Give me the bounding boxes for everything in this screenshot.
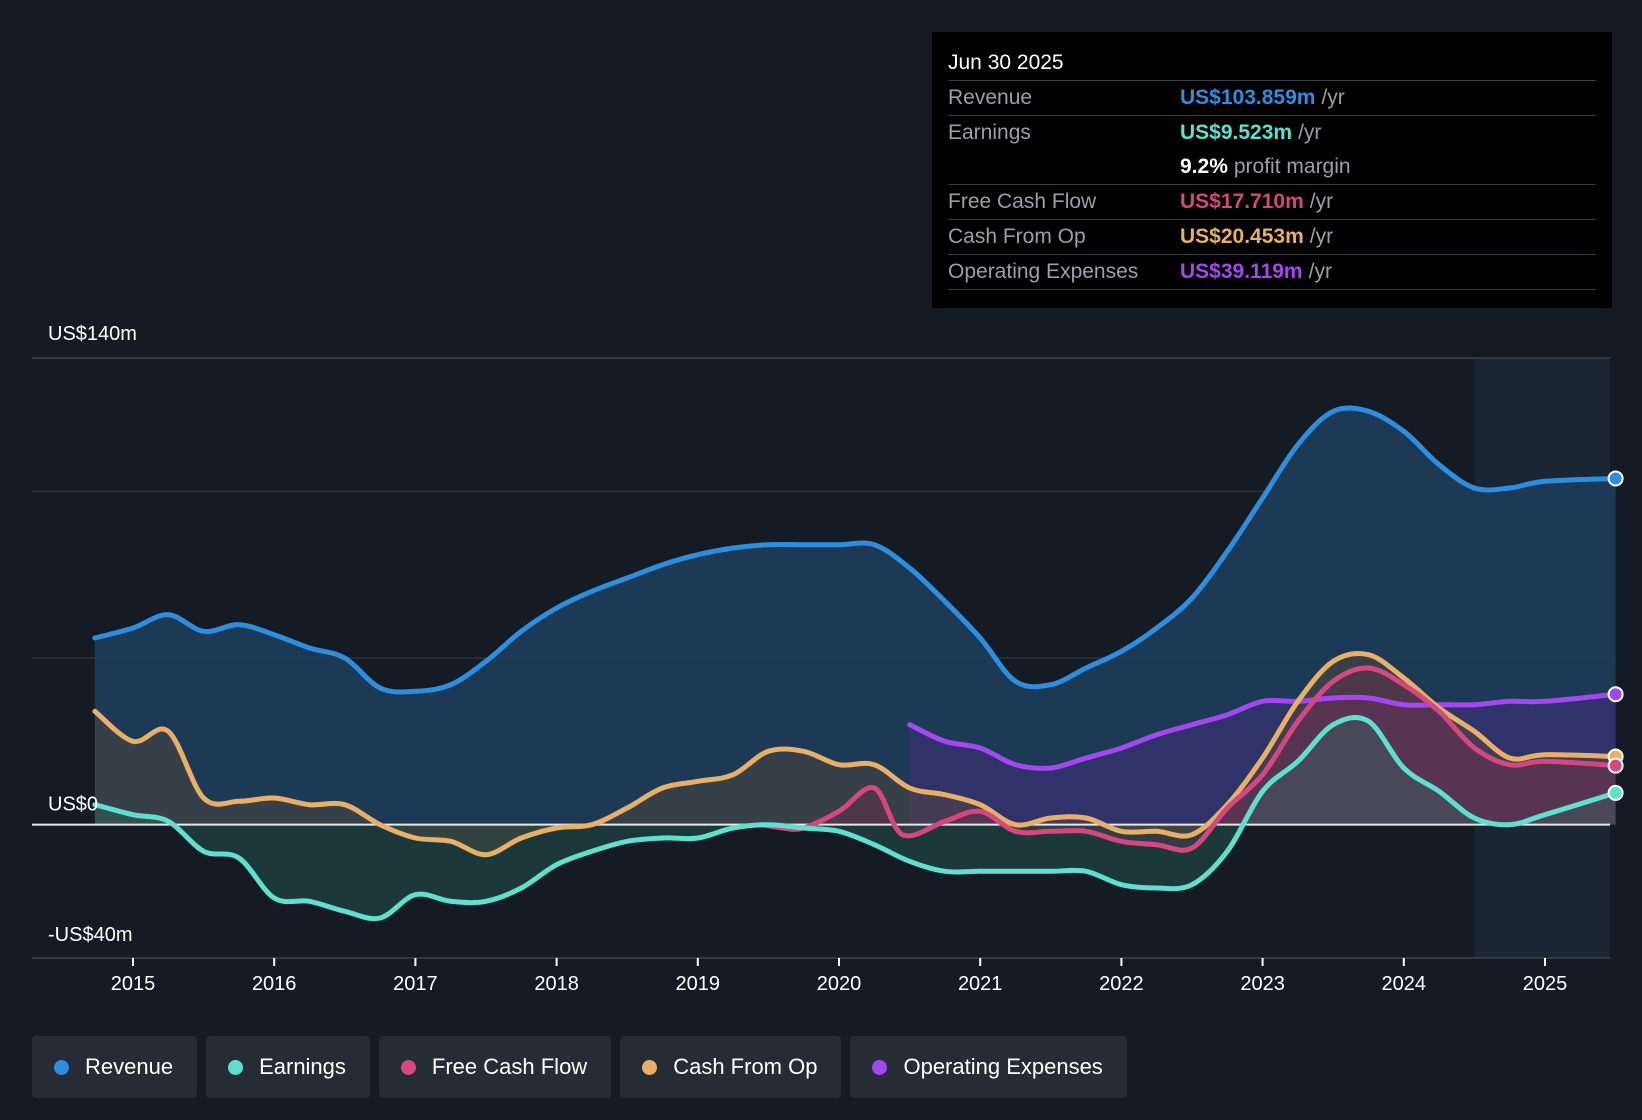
series-line-free-cash-flow	[758, 665, 1619, 853]
tooltip-label: Cash From Op	[948, 225, 1086, 248]
tooltip-date: Jun 30 2025	[948, 46, 1596, 81]
legend-item-earnings[interactable]: Earnings	[206, 1036, 370, 1098]
series-line-operating-expenses	[907, 691, 1619, 771]
y-label-bottom: -US$40m	[48, 924, 132, 946]
legend-label: Cash From Op	[673, 1054, 818, 1079]
tooltip-value: US$9.523m	[1180, 121, 1293, 144]
legend-item-cash-from-op[interactable]: Cash From Op	[620, 1036, 842, 1098]
tooltip-row-cash-from-op: Cash From Op US$20.453m /yr	[948, 220, 1596, 255]
legend-dot-icon	[228, 1059, 244, 1075]
tooltip-unit: /yr	[1321, 86, 1345, 109]
x-tick-label: 2016	[252, 973, 297, 995]
legend-label: Operating Expenses	[903, 1054, 1103, 1079]
tooltip-label: Earnings	[948, 121, 1031, 144]
legend-label: Revenue	[85, 1054, 174, 1079]
x-tick-label: 2015	[111, 973, 156, 995]
tooltip-unit: /yr	[1298, 121, 1322, 144]
x-tick-label: 2025	[1523, 973, 1568, 995]
tooltip-row-profit-margin: 9.2% profit margin	[948, 150, 1596, 185]
legend-label: Free Cash Flow	[431, 1054, 588, 1079]
tooltip-value: US$17.710m	[1180, 190, 1304, 213]
legend-item-free-cash-flow[interactable]: Free Cash Flow	[378, 1036, 612, 1098]
tooltip-value: US$20.453m	[1180, 225, 1304, 248]
y-label-top: US$140m	[48, 323, 137, 345]
legend-item-revenue[interactable]: Revenue	[32, 1036, 198, 1098]
series-end-marker-free-cash-flow	[1607, 757, 1624, 774]
x-tick-label: 2021	[958, 973, 1003, 995]
x-tick-label: 2024	[1382, 973, 1427, 995]
legend-dot-icon	[400, 1059, 416, 1075]
chart-legend: Revenue Earnings Free Cash Flow Cash Fro…	[32, 1036, 1127, 1098]
tooltip-row-earnings: Earnings US$9.523m /yr	[948, 116, 1596, 150]
series-end-marker-earnings	[1607, 784, 1624, 801]
legend-item-operating-expenses[interactable]: Operating Expenses	[850, 1036, 1127, 1098]
x-tick-label: 2017	[393, 973, 438, 995]
tooltip-value: 9.2%	[1180, 155, 1228, 178]
x-tick-label: 2019	[676, 973, 721, 995]
tooltip-unit: profit margin	[1233, 155, 1351, 178]
legend-dot-icon	[54, 1059, 69, 1075]
tooltip-value: US$39.119m	[1180, 260, 1303, 283]
tooltip-unit: /yr	[1308, 260, 1332, 283]
tooltip-unit: /yr	[1309, 225, 1334, 248]
tooltip-unit: /yr	[1309, 190, 1334, 213]
series-area-revenue	[94, 407, 1616, 825]
series-area-earnings	[94, 717, 1616, 919]
x-tick-label: 2020	[817, 973, 862, 995]
series-area-free-cash-flow	[761, 667, 1616, 851]
tooltip-label: Operating Expenses	[948, 260, 1139, 283]
series-area-cash-from-op	[94, 653, 1616, 855]
tooltip-label: Free Cash Flow	[948, 190, 1097, 213]
x-tick-label: 2022	[1099, 973, 1144, 995]
x-tick-label: 2018	[534, 973, 579, 995]
series-line-cash-from-op	[92, 650, 1619, 858]
legend-label: Earnings	[259, 1054, 346, 1079]
series-end-marker-operating-expenses	[1607, 686, 1624, 703]
series-line-earnings	[92, 714, 1619, 922]
data-tooltip: Jun 30 2025 Revenue US$103.859m /yr Earn…	[932, 32, 1612, 308]
tooltip-row-revenue: Revenue US$103.859m /yr	[948, 81, 1596, 116]
series-end-marker-revenue	[1607, 470, 1624, 487]
legend-dot-icon	[642, 1059, 658, 1075]
tooltip-row-free-cash-flow: Free Cash Flow US$17.710m /yr	[948, 185, 1596, 220]
tooltip-row-operating-expenses: Operating Expenses US$39.119m /yr	[948, 255, 1596, 290]
series-line-revenue	[92, 405, 1619, 695]
tooltip-label	[948, 150, 1180, 184]
tooltip-value: US$103.859m	[1180, 86, 1316, 109]
legend-dot-icon	[872, 1059, 888, 1075]
tooltip-label: Revenue	[948, 86, 1033, 109]
y-label-zero: US$0	[48, 794, 98, 816]
x-tick-label: 2023	[1240, 973, 1285, 995]
